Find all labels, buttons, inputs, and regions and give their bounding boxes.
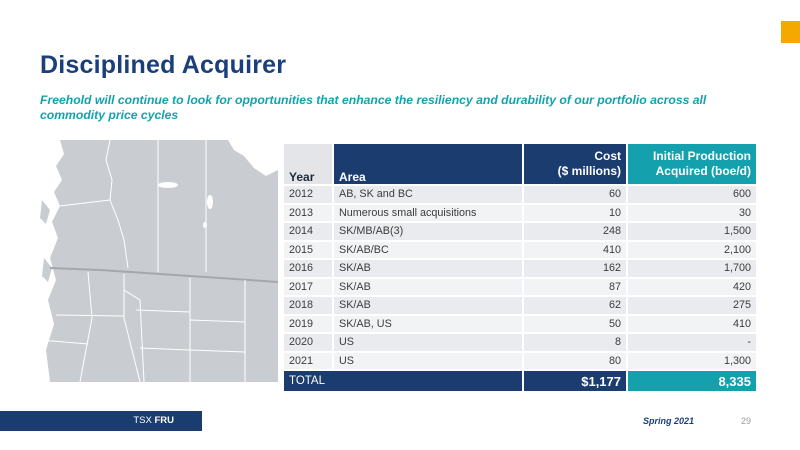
cell-area: SK/AB/BC <box>334 241 522 258</box>
header-cost: Cost ($ millions) <box>524 144 626 184</box>
header-year: Year <box>284 144 332 184</box>
header-production-acquired: Acquired <box>655 164 708 178</box>
cell-area: SK/AB <box>334 297 522 314</box>
cell-year: 2015 <box>284 241 332 258</box>
table-row: 2015 SK/AB/BC 410 2,100 <box>284 241 756 258</box>
slide-subtitle: Freehold will continue to look for oppor… <box>40 93 707 122</box>
cell-cost: 80 <box>524 352 626 369</box>
cell-cost: 248 <box>524 223 626 240</box>
table-row: 2016 SK/AB 162 1,700 <box>284 260 756 277</box>
cell-production: 600 <box>628 186 756 203</box>
map-image <box>40 140 278 382</box>
header-production-unit: (boe/d) <box>711 164 751 178</box>
cell-cost: 10 <box>524 204 626 221</box>
cell-production: 30 <box>628 204 756 221</box>
header-production: Initial Production Acquired (boe/d) <box>628 144 756 184</box>
cell-production: 275 <box>628 297 756 314</box>
total-label: TOTAL <box>284 371 522 391</box>
cell-year: 2018 <box>284 297 332 314</box>
cell-production: 410 <box>628 315 756 332</box>
cell-production: 1,300 <box>628 352 756 369</box>
table-row: 2012 AB, SK and BC 60 600 <box>284 186 756 203</box>
cell-year: 2014 <box>284 223 332 240</box>
header-area: Area <box>334 144 522 184</box>
table-row: 2021 US 80 1,300 <box>284 352 756 369</box>
cell-year: 2017 <box>284 278 332 295</box>
cell-cost: 410 <box>524 241 626 258</box>
total-cost: $1,177 <box>524 371 626 391</box>
cell-year: 2021 <box>284 352 332 369</box>
table-row: 2013 Numerous small acquisitions 10 30 <box>284 204 756 221</box>
cell-production: 1,500 <box>628 223 756 240</box>
header-production-title: Initial Production <box>653 149 751 163</box>
cell-year: 2012 <box>284 186 332 203</box>
ticker-symbol: FRU <box>154 415 174 426</box>
corner-accent <box>781 21 800 43</box>
cell-year: 2019 <box>284 315 332 332</box>
table-header-row: Year Area Cost ($ millions) Initial Prod… <box>284 144 756 184</box>
cell-area: Numerous small acquisitions <box>334 204 522 221</box>
cell-cost: 50 <box>524 315 626 332</box>
cell-cost: 87 <box>524 278 626 295</box>
table-total-row: TOTAL $1,177 8,335 <box>284 371 756 391</box>
footer-bar: TSX FRU <box>0 411 202 431</box>
footer-date: Spring 2021 <box>643 416 695 426</box>
cell-cost: 162 <box>524 260 626 277</box>
cell-production: - <box>628 334 756 351</box>
header-cost-unit: ($ millions) <box>557 164 621 178</box>
table-row: 2018 SK/AB 62 275 <box>284 297 756 314</box>
cell-year: 2016 <box>284 260 332 277</box>
cell-cost: 60 <box>524 186 626 203</box>
total-production: 8,335 <box>628 371 756 391</box>
acquisitions-table: Year Area Cost ($ millions) Initial Prod… <box>282 142 758 393</box>
table-row: 2019 SK/AB, US 50 410 <box>284 315 756 332</box>
ticker-prefix: TSX <box>133 415 152 426</box>
cell-area: SK/MB/AB(3) <box>334 223 522 240</box>
cell-cost: 62 <box>524 297 626 314</box>
cell-area: SK/AB <box>334 260 522 277</box>
cell-year: 2020 <box>284 334 332 351</box>
cell-area: SK/AB <box>334 278 522 295</box>
table-row: 2017 SK/AB 87 420 <box>284 278 756 295</box>
cell-production: 2,100 <box>628 241 756 258</box>
cell-cost: 8 <box>524 334 626 351</box>
cell-area: AB, SK and BC <box>334 186 522 203</box>
cell-area: US <box>334 334 522 351</box>
header-cost-title: Cost <box>594 149 621 163</box>
ticker-label: TSX FRU <box>133 415 174 426</box>
cell-area: US <box>334 352 522 369</box>
slide-title: Disciplined Acquirer <box>40 51 287 79</box>
cell-year: 2013 <box>284 204 332 221</box>
table-row: 2020 US 8 - <box>284 334 756 351</box>
table-row: 2014 SK/MB/AB(3) 248 1,500 <box>284 223 756 240</box>
header-production-subtitle: Acquired (boe/d) <box>633 164 751 179</box>
cell-area: SK/AB, US <box>334 315 522 332</box>
cell-production: 1,700 <box>628 260 756 277</box>
page-number: 29 <box>741 416 752 426</box>
cell-production: 420 <box>628 278 756 295</box>
